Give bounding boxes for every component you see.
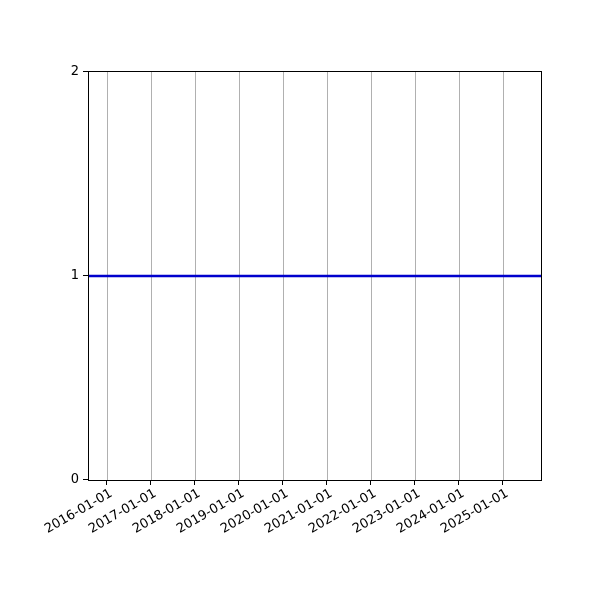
x-tick-mark	[150, 480, 151, 485]
y-tick-mark	[83, 479, 88, 480]
x-tick-mark	[282, 480, 283, 485]
y-tick-mark	[83, 71, 88, 72]
x-tick-mark	[370, 480, 371, 485]
y-tick-mark	[83, 275, 88, 276]
x-tick-mark	[502, 480, 503, 485]
x-tick-mark	[238, 480, 239, 485]
y-axis-tick-label: 2	[70, 64, 79, 79]
y-axis-tick-label: 1	[70, 268, 79, 283]
y-axis-tick-label: 0	[70, 472, 79, 487]
x-tick-mark	[194, 480, 195, 485]
x-tick-mark	[414, 480, 415, 485]
data-line	[89, 274, 541, 278]
x-tick-mark	[458, 480, 459, 485]
x-tick-mark	[106, 480, 107, 485]
x-tick-mark	[326, 480, 327, 485]
plot-area	[88, 71, 542, 481]
